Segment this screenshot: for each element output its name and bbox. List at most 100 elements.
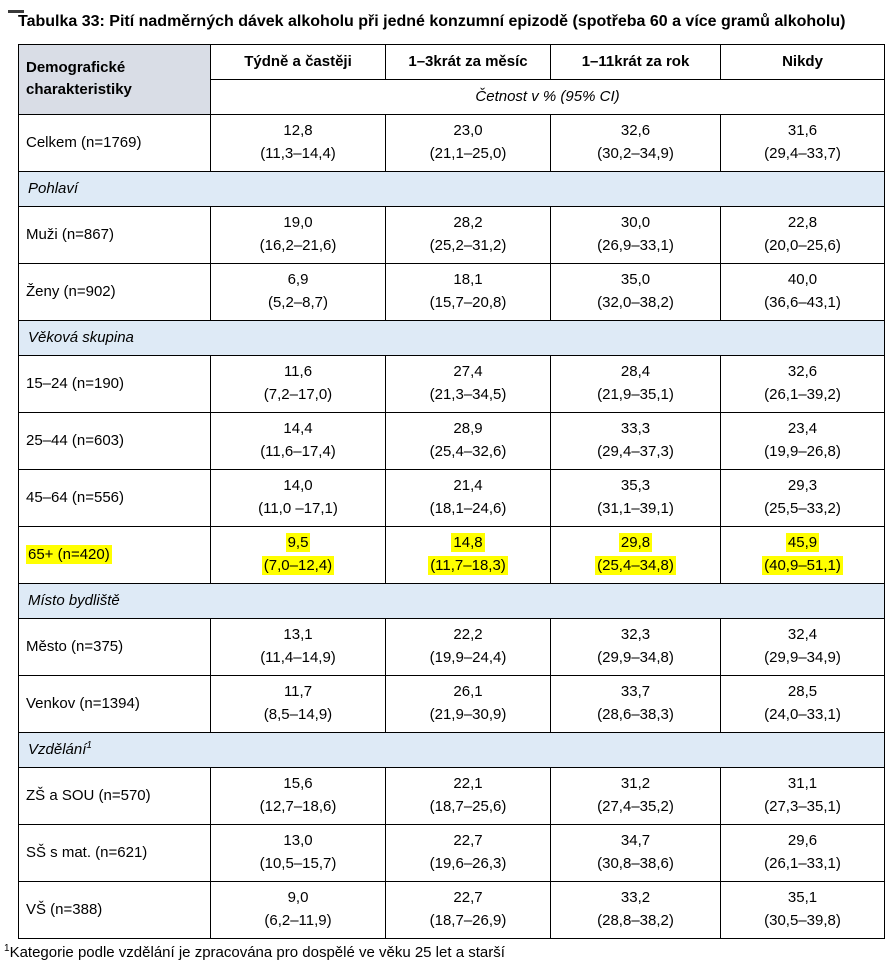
confidence-interval: (5,2–8,7) bbox=[267, 293, 329, 311]
section-label: Věková skupina bbox=[18, 319, 885, 356]
percentage-value: 22,7 bbox=[453, 832, 483, 850]
value-cell: 13,1 (11,4–14,9) bbox=[210, 617, 386, 676]
percentage-value: 28,4 bbox=[620, 363, 651, 381]
value-cell: 28,9 (25,4–32,6) bbox=[385, 411, 551, 470]
confidence-interval: (11,0 –17,1) bbox=[258, 499, 338, 517]
row-label-cell: VŠ (n=388) bbox=[18, 880, 211, 939]
percentage-value: 11,6 bbox=[283, 363, 313, 381]
value-cell: 31,1 (27,3–35,1) bbox=[720, 766, 885, 825]
header-col-never: Nikdy bbox=[720, 43, 885, 80]
row-label-cell: 15–24 (n=190) bbox=[18, 354, 211, 413]
row-label-cell: Celkem (n=1769) bbox=[18, 113, 211, 172]
value-cell: 34,7 (30,8–38,6) bbox=[550, 823, 721, 882]
confidence-interval: (29,4–37,3) bbox=[597, 442, 674, 460]
value-cell: 29,8 (25,4–34,8) bbox=[550, 525, 721, 584]
footnote-text: Kategorie podle vzdělání je zpracována p… bbox=[9, 943, 505, 961]
confidence-interval: (8,5–14,9) bbox=[263, 705, 333, 723]
value-cell: 45,9 (40,9–51,1) bbox=[720, 525, 885, 584]
percentage-value: 22,7 bbox=[453, 889, 483, 907]
section-row: Místo bydliště bbox=[18, 582, 885, 619]
confidence-interval: (30,2–34,9) bbox=[597, 144, 674, 162]
confidence-interval: (19,9–26,8) bbox=[764, 442, 841, 460]
percentage-value: 40,0 bbox=[787, 271, 818, 289]
table-row: Celkem (n=1769) 12,8 (11,3–14,4) 23,0 (21,1–… bbox=[18, 113, 885, 172]
frequency-ci-subheader: Četnost v % (95% CI) bbox=[210, 78, 885, 115]
value-cell: 14,0 (11,0 –17,1) bbox=[210, 468, 386, 527]
value-cell: 11,6 (7,2–17,0) bbox=[210, 354, 386, 413]
percentage-value: 6,9 bbox=[287, 271, 309, 289]
value-cell: 27,4 (21,3–34,5) bbox=[385, 354, 551, 413]
value-cell: 15,6 (12,7–18,6) bbox=[210, 766, 386, 825]
confidence-interval: (27,4–35,2) bbox=[597, 797, 674, 815]
value-cell: 9,5 (7,0–12,4) bbox=[210, 525, 386, 584]
percentage-value: 12,8 bbox=[283, 122, 313, 140]
table-row: Muži (n=867) 19,0 (16,2–21,6) 28,2 (25,2–31,… bbox=[18, 205, 885, 264]
percentage-value: 32,6 bbox=[620, 122, 651, 140]
table-row: 15–24 (n=190) 11,6 (7,2–17,0) 27,4 (21,3–34,… bbox=[18, 354, 885, 413]
confidence-interval: (21,3–34,5) bbox=[429, 385, 507, 403]
value-cell: 21,4 (18,1–24,6) bbox=[385, 468, 551, 527]
percentage-value: 18,1 bbox=[453, 271, 483, 289]
percentage-value: 35,3 bbox=[620, 477, 651, 495]
confidence-interval: (25,4–32,6) bbox=[429, 442, 507, 460]
percentage-value: 14,4 bbox=[283, 420, 313, 438]
section-superscript: 1 bbox=[86, 740, 92, 752]
value-cell: 35,0 (32,0–38,2) bbox=[550, 262, 721, 321]
percentage-value: 9,5 bbox=[285, 533, 311, 553]
header-col-weekly-or-more: Týdně a častěji bbox=[210, 43, 386, 80]
table-body: Celkem (n=1769) 12,8 (11,3–14,4) 23,0 (21,1–… bbox=[18, 113, 885, 939]
confidence-interval: (7,2–17,0) bbox=[263, 385, 333, 403]
percentage-value: 23,4 bbox=[787, 420, 818, 438]
value-cell: 19,0 (16,2–21,6) bbox=[210, 205, 386, 264]
header-demographic-characteristics: Demografické charakteristiky bbox=[18, 43, 211, 115]
confidence-interval: (28,6–38,3) bbox=[597, 705, 674, 723]
percentage-value: 22,2 bbox=[453, 626, 483, 644]
row-label-cell: ZŠ a SOU (n=570) bbox=[18, 766, 211, 825]
value-cell: 11,7 (8,5–14,9) bbox=[210, 674, 386, 733]
value-cell: 28,4 (21,9–35,1) bbox=[550, 354, 721, 413]
confidence-interval: (32,0–38,2) bbox=[597, 293, 674, 311]
header-col-1-3-per-month: 1–3krát za měsíc bbox=[385, 43, 551, 80]
confidence-interval: (30,8–38,6) bbox=[597, 854, 674, 872]
value-cell: 23,0 (21,1–25,0) bbox=[385, 113, 551, 172]
confidence-interval: (6,2–11,9) bbox=[264, 911, 332, 929]
table-row: VŠ (n=388) 9,0 (6,2–11,9) 22,7 (18,7–26,9) 33… bbox=[18, 880, 885, 939]
value-cell: 18,1 (15,7–20,8) bbox=[385, 262, 551, 321]
row-label-cell: Ženy (n=902) bbox=[18, 262, 211, 321]
percentage-value: 34,7 bbox=[620, 832, 651, 850]
value-cell: 31,6 (29,4–33,7) bbox=[720, 113, 885, 172]
value-cell: 6,9 (5,2–8,7) bbox=[210, 262, 386, 321]
confidence-interval: (26,1–39,2) bbox=[764, 385, 841, 403]
percentage-value: 22,8 bbox=[787, 214, 818, 232]
confidence-interval: (21,9–30,9) bbox=[429, 705, 507, 723]
confidence-interval: (18,7–25,6) bbox=[429, 797, 507, 815]
table-row: Ženy (n=902) 6,9 (5,2–8,7) 18,1 (15,7–20,8) 3… bbox=[18, 262, 885, 321]
percentage-value: 27,4 bbox=[453, 363, 483, 381]
percentage-value: 29,6 bbox=[787, 832, 818, 850]
confidence-interval: (26,1–33,1) bbox=[764, 854, 841, 872]
section-row: Věková skupina bbox=[18, 319, 885, 356]
percentage-value: 33,2 bbox=[620, 889, 651, 907]
percentage-value: 28,2 bbox=[453, 214, 483, 232]
row-label-cell: SŠ s mat. (n=621) bbox=[18, 823, 211, 882]
value-cell: 22,7 (19,6–26,3) bbox=[385, 823, 551, 882]
section-label: Místo bydliště bbox=[18, 582, 885, 619]
confidence-interval: (19,6–26,3) bbox=[429, 854, 507, 872]
confidence-interval: (15,7–20,8) bbox=[429, 293, 507, 311]
confidence-interval: (11,7–18,3) bbox=[428, 555, 508, 575]
value-cell: 33,3 (29,4–37,3) bbox=[550, 411, 721, 470]
demographics-table: Demografické charakteristiky Týdně a čas… bbox=[18, 43, 885, 939]
percentage-value: 32,3 bbox=[620, 626, 651, 644]
percentage-value: 28,5 bbox=[787, 683, 818, 701]
confidence-interval: (29,9–34,8) bbox=[597, 648, 674, 666]
percentage-value: 35,0 bbox=[620, 271, 651, 289]
value-cell: 33,7 (28,6–38,3) bbox=[550, 674, 721, 733]
percentage-value: 31,2 bbox=[620, 775, 651, 793]
value-cell: 22,8 (20,0–25,6) bbox=[720, 205, 885, 264]
clipped-text-artifact bbox=[8, 10, 24, 13]
confidence-interval: (21,9–35,1) bbox=[597, 385, 674, 403]
confidence-interval: (26,9–33,1) bbox=[597, 236, 674, 254]
confidence-interval: (25,4–34,8) bbox=[595, 555, 676, 575]
percentage-value: 29,3 bbox=[787, 477, 818, 495]
value-cell: 33,2 (28,8–38,2) bbox=[550, 880, 721, 939]
